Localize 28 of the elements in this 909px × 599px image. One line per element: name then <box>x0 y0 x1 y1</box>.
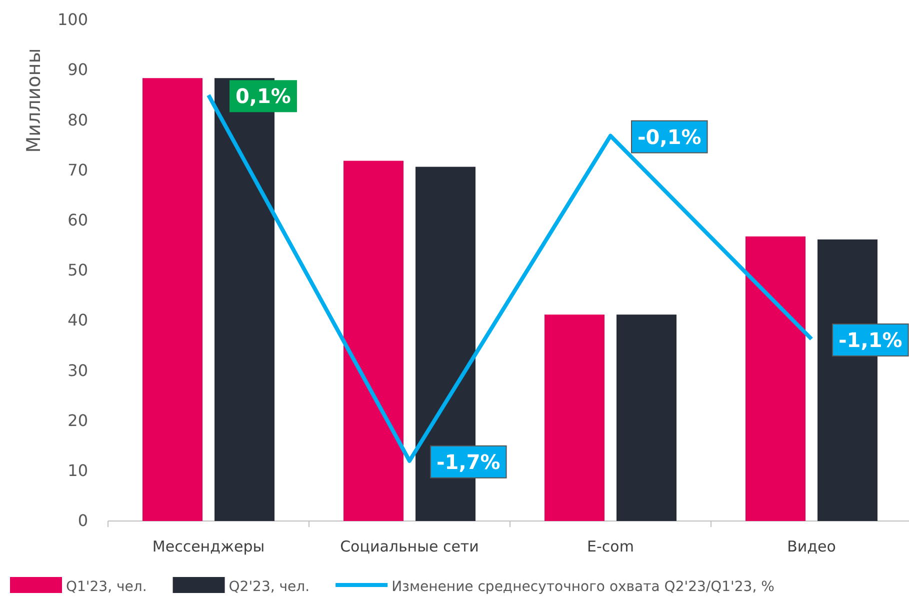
y-tick-label: 40 <box>68 310 88 330</box>
bar <box>616 314 676 521</box>
bar <box>344 160 404 521</box>
y-tick-label: 50 <box>68 260 88 280</box>
data-label: -0,1% <box>638 124 702 149</box>
x-tick-label: Мессенджеры <box>152 538 265 556</box>
data-label: -1,7% <box>436 450 500 474</box>
x-tick-label: E-com <box>587 538 634 556</box>
data-label: 0,1% <box>236 84 291 108</box>
y-tick-label: 10 <box>68 461 88 480</box>
legend-label: Q2'23, чел. <box>228 579 310 595</box>
x-tick-label: Социальные сети <box>340 538 479 556</box>
bar <box>142 78 202 521</box>
bar <box>544 314 604 521</box>
y-tick-label: 0 <box>78 511 88 530</box>
y-tick-label: 80 <box>68 110 88 130</box>
data-label: -1,1% <box>838 328 902 352</box>
x-tick-label: Видео <box>787 538 836 556</box>
y-tick-label: 70 <box>68 160 88 180</box>
legend-label: Изменение среднесуточного охвата Q2'23/Q1'23, % <box>392 579 774 595</box>
y-tick-label: 100 <box>57 10 88 30</box>
y-tick-label: 30 <box>68 360 88 380</box>
y-tick-label: 60 <box>68 210 88 230</box>
bar <box>746 236 806 521</box>
y-tick-label: 90 <box>68 60 88 80</box>
y-tick-label: 20 <box>68 410 88 430</box>
legend-label: Q1'23, чел. <box>66 579 147 595</box>
y-axis-title: Миллионы <box>23 48 45 153</box>
